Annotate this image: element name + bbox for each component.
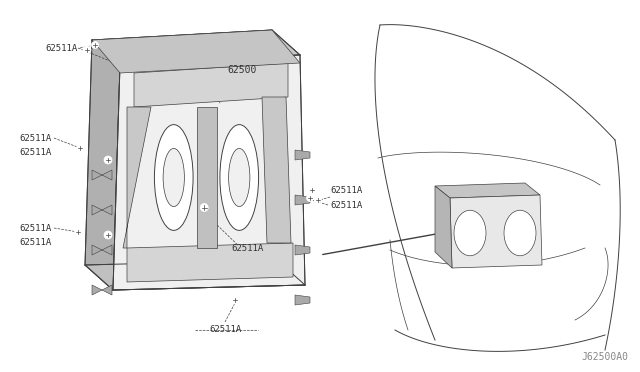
Text: 62511A: 62511A — [20, 237, 52, 247]
Circle shape — [231, 296, 239, 304]
Polygon shape — [295, 195, 310, 205]
Text: 62511A: 62511A — [330, 201, 362, 209]
Text: 62511A: 62511A — [20, 134, 52, 142]
Polygon shape — [92, 285, 112, 295]
Polygon shape — [435, 183, 540, 198]
Polygon shape — [92, 205, 112, 215]
Ellipse shape — [163, 148, 184, 206]
Polygon shape — [92, 30, 300, 65]
Polygon shape — [85, 260, 305, 290]
Ellipse shape — [220, 125, 259, 230]
Polygon shape — [196, 107, 216, 248]
Polygon shape — [295, 150, 310, 160]
Polygon shape — [450, 195, 542, 268]
Polygon shape — [295, 245, 310, 255]
Circle shape — [74, 228, 81, 235]
Text: 62511A: 62511A — [330, 186, 362, 195]
Text: J62500A0: J62500A0 — [581, 352, 628, 362]
Text: 62511A: 62511A — [20, 224, 52, 232]
Polygon shape — [435, 186, 452, 268]
Circle shape — [307, 195, 314, 202]
Polygon shape — [134, 63, 288, 107]
Polygon shape — [85, 40, 120, 290]
Circle shape — [77, 144, 83, 151]
Polygon shape — [295, 295, 310, 305]
Circle shape — [308, 186, 316, 194]
Ellipse shape — [504, 210, 536, 256]
Ellipse shape — [454, 210, 486, 256]
Text: 62511A: 62511A — [20, 148, 52, 157]
Polygon shape — [92, 30, 300, 73]
Ellipse shape — [228, 148, 250, 206]
Text: 62511A: 62511A — [209, 326, 241, 334]
Ellipse shape — [154, 125, 193, 230]
Circle shape — [314, 196, 321, 203]
Text: 62511A: 62511A — [45, 44, 78, 52]
Circle shape — [83, 46, 91, 54]
Circle shape — [104, 231, 112, 239]
Polygon shape — [92, 245, 112, 255]
Polygon shape — [127, 243, 293, 282]
Polygon shape — [123, 107, 151, 248]
Circle shape — [104, 156, 112, 164]
Circle shape — [92, 42, 99, 48]
Text: 62511A: 62511A — [232, 244, 264, 253]
Polygon shape — [92, 170, 112, 180]
Text: 62500: 62500 — [227, 65, 257, 75]
Polygon shape — [113, 55, 305, 290]
Circle shape — [200, 203, 208, 212]
Polygon shape — [262, 97, 291, 243]
